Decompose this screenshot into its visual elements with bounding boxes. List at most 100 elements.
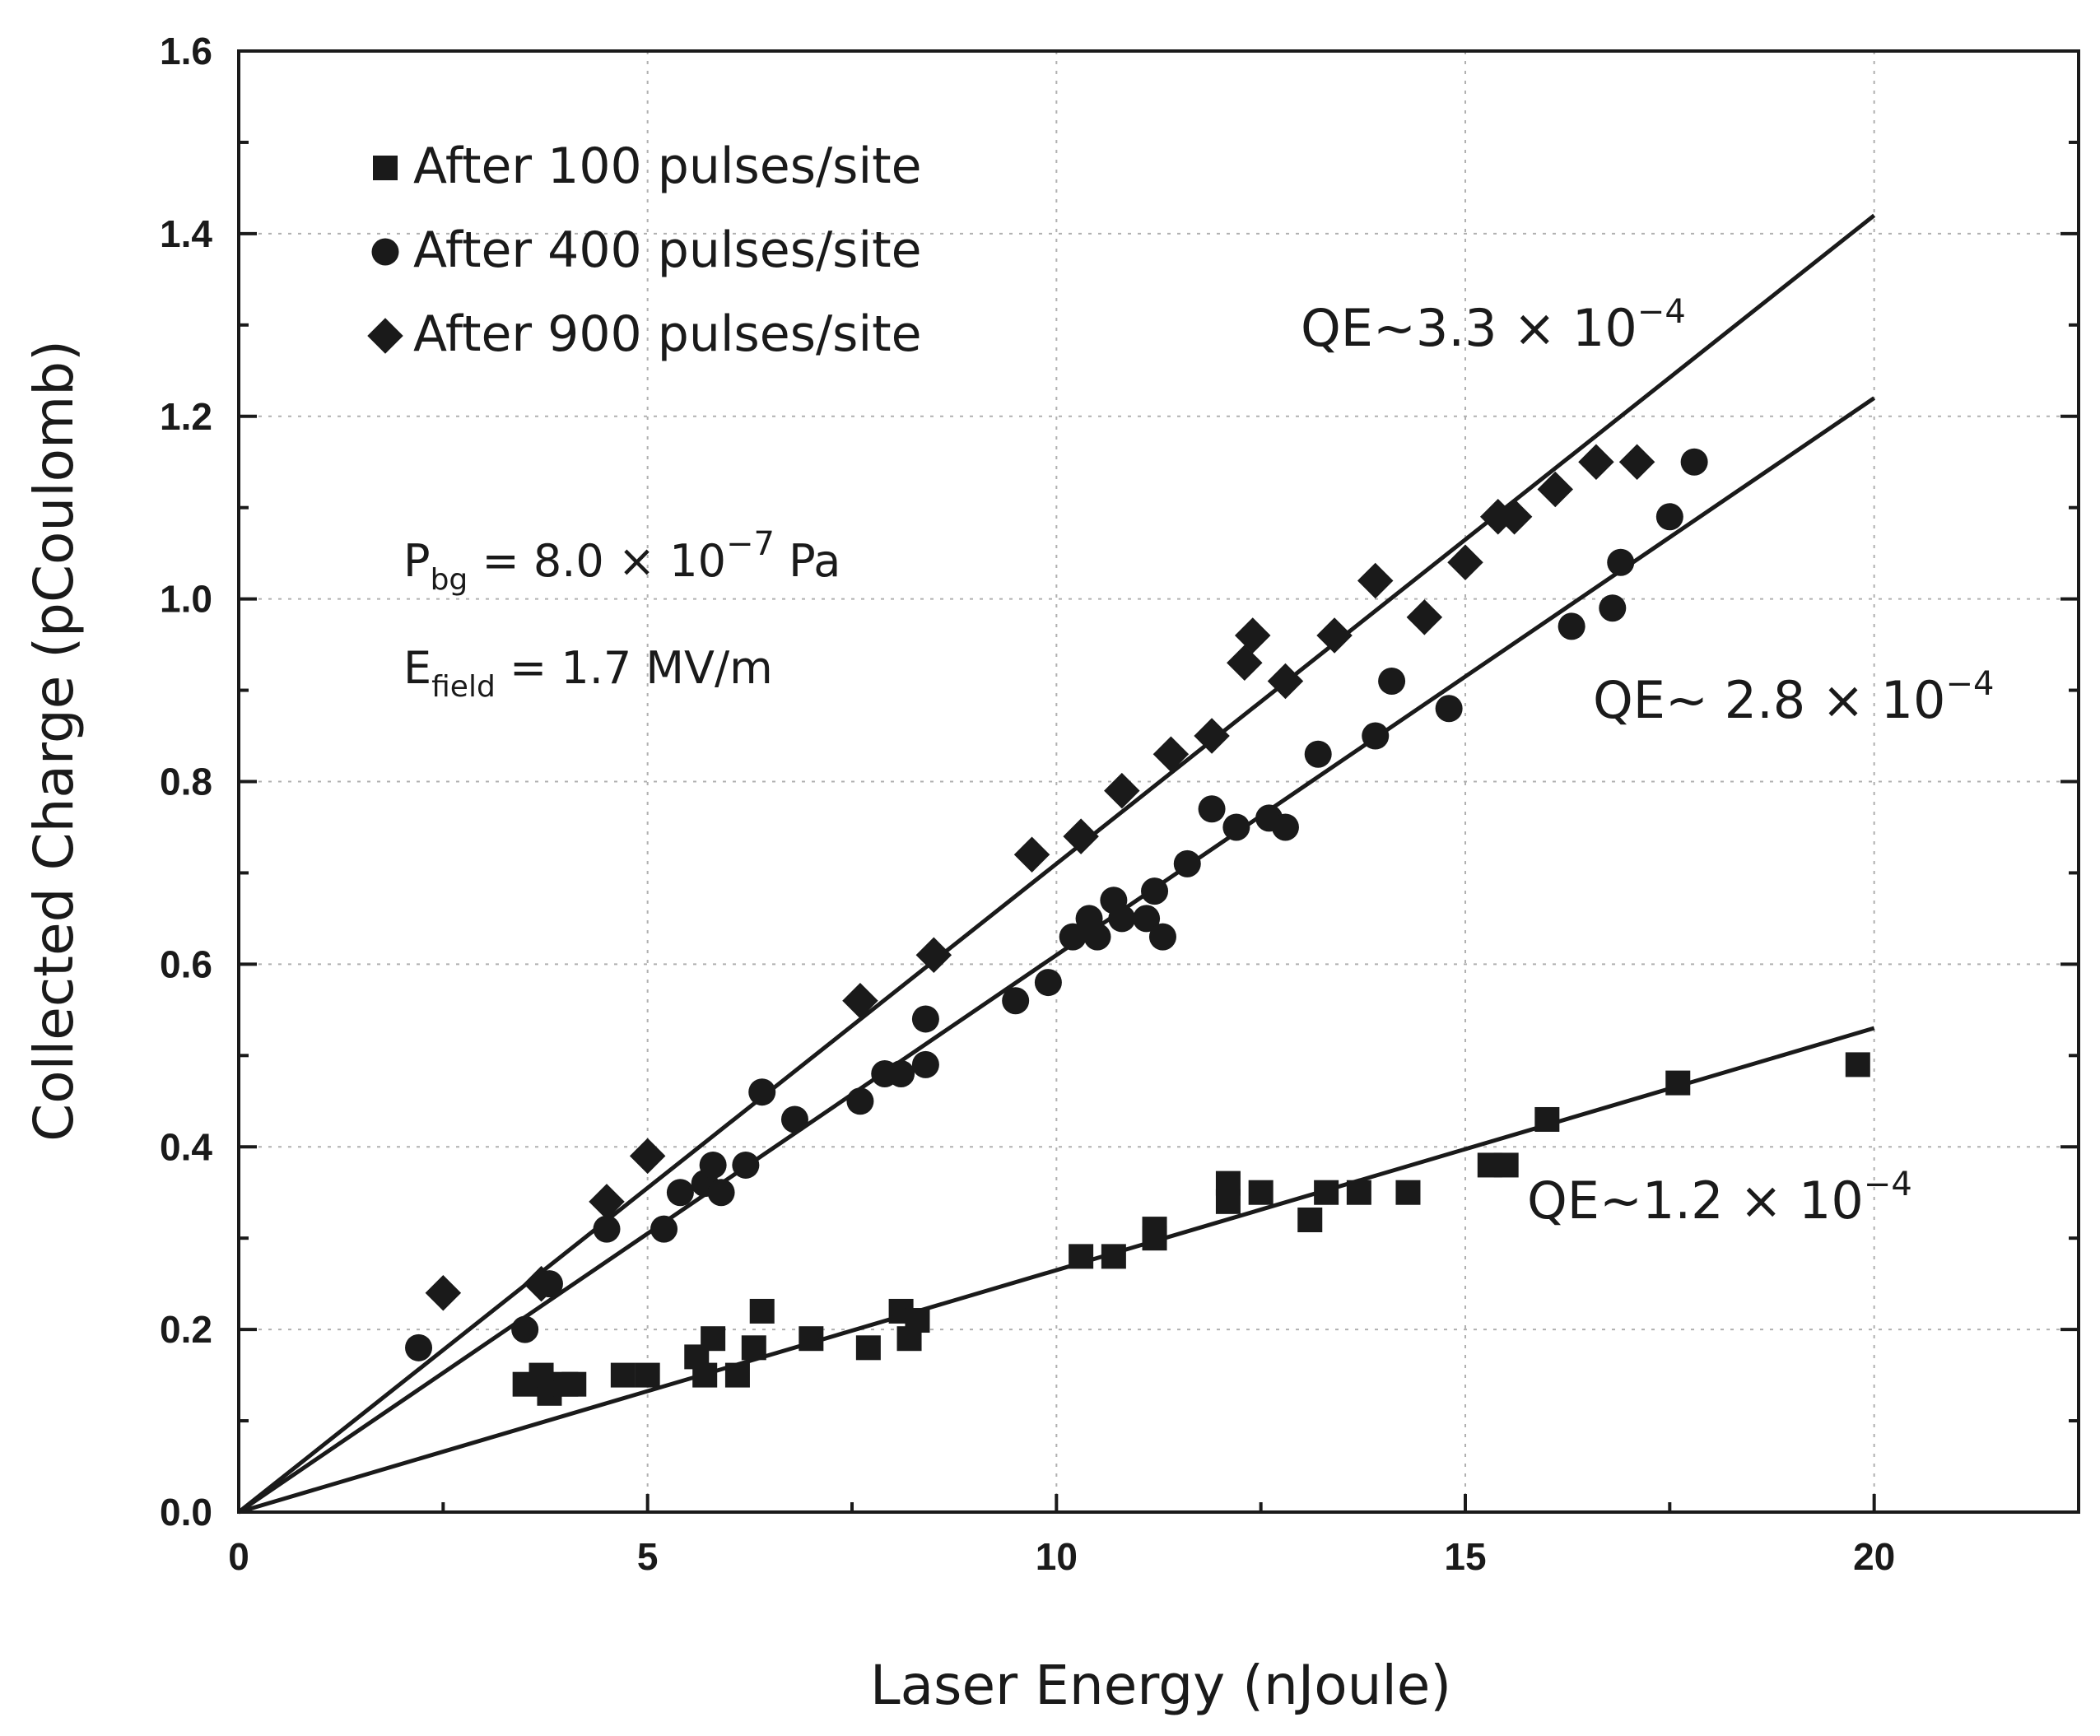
data-point-circle bbox=[1002, 987, 1030, 1015]
data-point-square bbox=[635, 1362, 660, 1388]
y-tick-label: 0.8 bbox=[160, 761, 212, 803]
data-point-diamond bbox=[1267, 663, 1304, 700]
y-tick-label: 0.2 bbox=[160, 1308, 212, 1351]
x-tick-label: 0 bbox=[228, 1535, 249, 1578]
data-point-diamond bbox=[1227, 645, 1263, 682]
parameter-value: = 1.7 MV/m bbox=[496, 642, 773, 694]
data-point-diamond bbox=[523, 1265, 560, 1302]
data-point-circle bbox=[1435, 695, 1463, 723]
y-tick-label: 1.2 bbox=[160, 395, 212, 438]
data-point-circle bbox=[1599, 594, 1627, 622]
data-point-circle bbox=[1378, 667, 1406, 695]
data-point-circle bbox=[911, 1050, 939, 1078]
data-point-circle bbox=[1141, 877, 1169, 905]
data-point-square bbox=[1314, 1180, 1339, 1205]
x-tick-label: 20 bbox=[1853, 1535, 1895, 1578]
data-point-square bbox=[749, 1298, 775, 1324]
legend-marker-circle bbox=[371, 238, 399, 266]
data-point-square bbox=[1346, 1180, 1371, 1205]
data-point-circle bbox=[666, 1179, 694, 1207]
data-point-diamond bbox=[1447, 544, 1483, 580]
legend-label: After 900 pulses/site bbox=[413, 305, 922, 363]
data-point-square bbox=[1069, 1244, 1094, 1269]
data-point-square bbox=[799, 1326, 824, 1352]
data-point-circle bbox=[846, 1087, 874, 1115]
qe-annotation-exponent: −4 bbox=[1946, 665, 1995, 703]
qe-annotation: QE~3.3 × 10−4 bbox=[1301, 293, 1686, 358]
data-point-circle bbox=[1173, 849, 1201, 877]
qe-annotation-base: QE~3.3 × 10 bbox=[1301, 298, 1637, 358]
x-tick-label: 15 bbox=[1444, 1535, 1486, 1578]
parameter-symbol: P bbox=[403, 535, 431, 587]
data-point-diamond bbox=[629, 1138, 666, 1175]
data-point-circle bbox=[1271, 813, 1299, 841]
data-point-square bbox=[692, 1362, 718, 1388]
data-point-diamond bbox=[915, 937, 952, 974]
data-point-diamond bbox=[1357, 562, 1394, 599]
parameter-unit: Pa bbox=[775, 535, 840, 587]
data-point-circle bbox=[780, 1105, 808, 1133]
data-point-circle bbox=[748, 1078, 776, 1106]
data-point-square bbox=[855, 1335, 881, 1361]
parameter-subscript: bg bbox=[431, 563, 468, 597]
data-point-diamond bbox=[1152, 736, 1190, 772]
data-point-circle bbox=[1034, 969, 1062, 997]
data-point-diamond bbox=[1618, 444, 1655, 480]
qe-annotation-base: QE~ 2.8 × 10 bbox=[1593, 670, 1946, 730]
legend-label: After 400 pulses/site bbox=[413, 221, 922, 279]
data-point-diamond bbox=[842, 983, 878, 1019]
y-tick-label: 0.0 bbox=[160, 1491, 212, 1534]
data-point-square bbox=[1395, 1180, 1421, 1205]
data-point-square bbox=[1493, 1152, 1519, 1178]
data-point-square bbox=[701, 1326, 726, 1352]
y-axis-title: Collected Charge (pCoulomb) bbox=[22, 340, 86, 1142]
data-point-circle bbox=[1655, 503, 1683, 531]
data-point-square bbox=[1534, 1106, 1560, 1132]
data-point-circle bbox=[1222, 813, 1250, 841]
data-point-circle bbox=[1558, 612, 1585, 640]
annotation-layer: QE~1.2 × 10−4QE~ 2.8 × 10−4QE~3.3 × 10−4 bbox=[1301, 293, 1994, 1231]
x-tick-label: 5 bbox=[637, 1535, 659, 1578]
data-point-circle bbox=[1362, 722, 1390, 750]
parameter-exponent: −7 bbox=[726, 525, 775, 563]
data-point-diamond bbox=[1104, 772, 1140, 809]
data-point-diamond bbox=[1013, 836, 1050, 873]
data-point-diamond bbox=[1316, 617, 1353, 654]
data-point-circle bbox=[1108, 905, 1136, 933]
data-point-circle bbox=[1680, 448, 1708, 476]
data-point-square bbox=[905, 1308, 930, 1333]
y-tick-label: 1.0 bbox=[160, 578, 212, 621]
data-point-diamond bbox=[1194, 718, 1230, 754]
data-point-circle bbox=[1133, 905, 1161, 933]
qe-annotation: QE~1.2 × 10−4 bbox=[1527, 1166, 1912, 1231]
data-point-square bbox=[1215, 1189, 1241, 1214]
data-point-diamond bbox=[1537, 471, 1574, 508]
qe-annotation-exponent: −4 bbox=[1637, 293, 1686, 331]
data-point-square bbox=[741, 1335, 766, 1361]
data-point-diamond bbox=[425, 1275, 462, 1311]
parameter-symbol: E bbox=[403, 642, 431, 694]
point-layer bbox=[405, 444, 1870, 1406]
fit-line-square bbox=[238, 1026, 1875, 1515]
parameter-subscript: field bbox=[431, 670, 496, 704]
legend-marker-square bbox=[373, 156, 398, 180]
data-point-circle bbox=[405, 1333, 433, 1361]
data-point-circle bbox=[1059, 923, 1087, 951]
data-point-square bbox=[1142, 1226, 1167, 1251]
data-point-circle bbox=[707, 1179, 735, 1207]
data-point-diamond bbox=[1234, 617, 1271, 654]
fit-line-circle bbox=[237, 396, 1876, 1515]
param-layer: Pbg = 8.0 × 10−7 Pa Efield = 1.7 MV/m bbox=[403, 525, 840, 704]
qe-annotation-base: QE~1.2 × 10 bbox=[1527, 1171, 1864, 1231]
data-point-circle bbox=[593, 1215, 621, 1243]
data-point-square bbox=[1101, 1244, 1126, 1269]
y-tick-label: 1.6 bbox=[160, 30, 212, 72]
data-point-diamond bbox=[1063, 818, 1099, 854]
data-point-square bbox=[610, 1362, 636, 1388]
data-point-square bbox=[561, 1371, 587, 1397]
data-point-circle bbox=[911, 1005, 939, 1033]
data-point-circle bbox=[1148, 923, 1176, 951]
data-point-circle bbox=[1607, 548, 1635, 576]
qe-annotation: QE~ 2.8 × 10−4 bbox=[1593, 665, 1994, 730]
data-point-circle bbox=[732, 1151, 760, 1179]
